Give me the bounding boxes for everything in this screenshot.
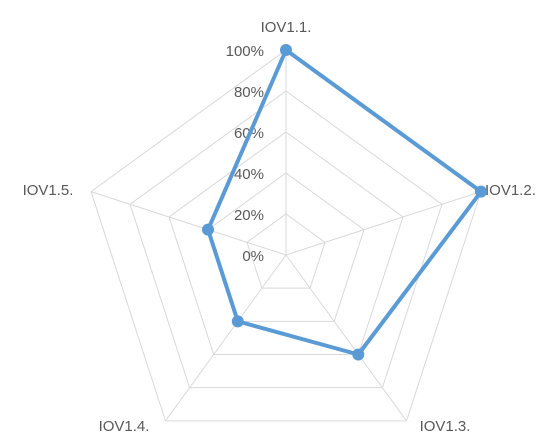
tick-label: 0% [242,248,264,265]
tick-label: 40% [234,166,264,183]
spoke [90,191,287,256]
tick-label: 80% [234,84,264,101]
marker [202,223,215,236]
category-label: IOV1.1. [261,19,312,36]
category-label: IOV1.4. [99,418,150,434]
grid-ring [168,131,404,356]
tick-label: 20% [234,207,264,224]
grid-ring [246,213,326,289]
spoke [165,254,287,422]
marker [352,348,365,361]
marker [474,185,487,198]
grid-ring [207,172,365,322]
grid-ring [129,90,443,389]
category-label: IOV1.3. [420,418,471,434]
marker [280,44,292,56]
category-label: IOV1.5. [23,182,74,199]
marker [231,315,244,328]
tick-label: 100% [226,43,264,60]
spoke [285,191,482,256]
spoke [285,254,407,422]
category-label: IOV1.2. [485,182,536,199]
series-line [206,48,483,357]
